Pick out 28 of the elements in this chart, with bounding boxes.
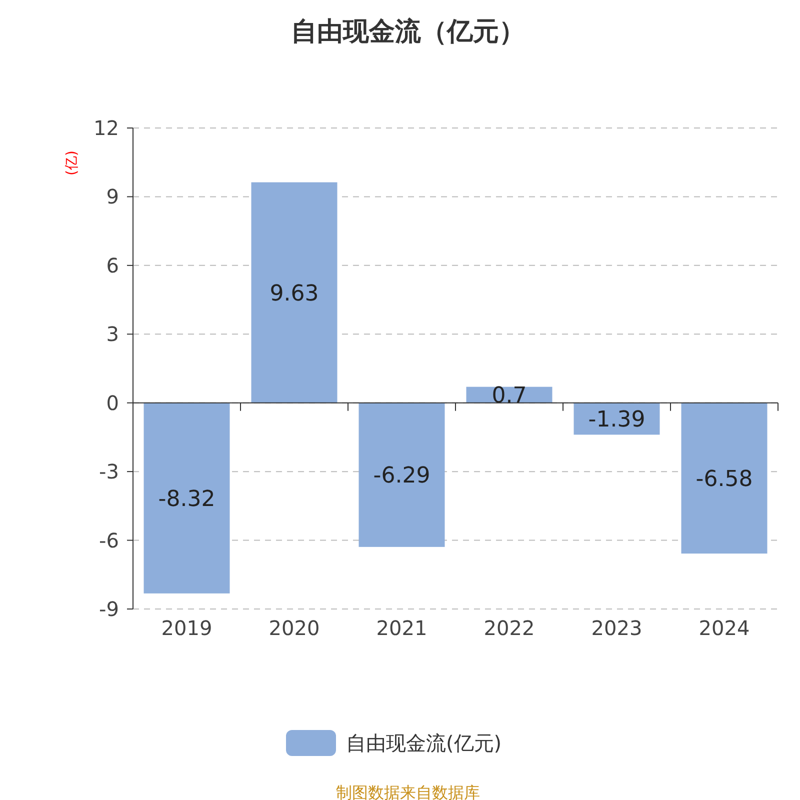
x-tick-label: 2022 [484, 616, 535, 640]
y-tick-label: -6 [99, 528, 119, 552]
bar [251, 182, 338, 403]
x-tick-label: 2019 [161, 616, 212, 640]
data-label: -6.29 [373, 464, 430, 489]
y-axis-title: (亿) [64, 150, 80, 176]
y-tick-label: 6 [106, 253, 119, 278]
y-tick-label: 3 [106, 322, 119, 346]
bar [681, 402, 768, 554]
y-tick-label: 12 [94, 116, 119, 140]
y-tick-label: 9 [106, 184, 119, 209]
data-label: 0.7 [492, 384, 527, 409]
data-label: -1.39 [588, 407, 646, 432]
x-tick-label: 2021 [376, 616, 428, 640]
y-tick-label: -3 [99, 460, 119, 484]
data-label: -8.32 [158, 486, 216, 512]
chart-title: 自由现金流（亿元） [291, 17, 525, 47]
x-tick-label: 2023 [591, 616, 642, 640]
data-label: 9.63 [270, 281, 319, 306]
x-tick-label: 2020 [268, 616, 320, 640]
text: 制图数据来自数据库 [336, 783, 480, 800]
x-tick-label: 2024 [698, 616, 750, 640]
bar [144, 402, 230, 594]
bar [358, 402, 445, 547]
y-tick-label: 0 [106, 390, 119, 415]
data-label: -6.58 [696, 466, 753, 492]
legend-label: 自由现金流(亿元) [346, 731, 502, 755]
y-tick-label: -9 [99, 597, 119, 621]
